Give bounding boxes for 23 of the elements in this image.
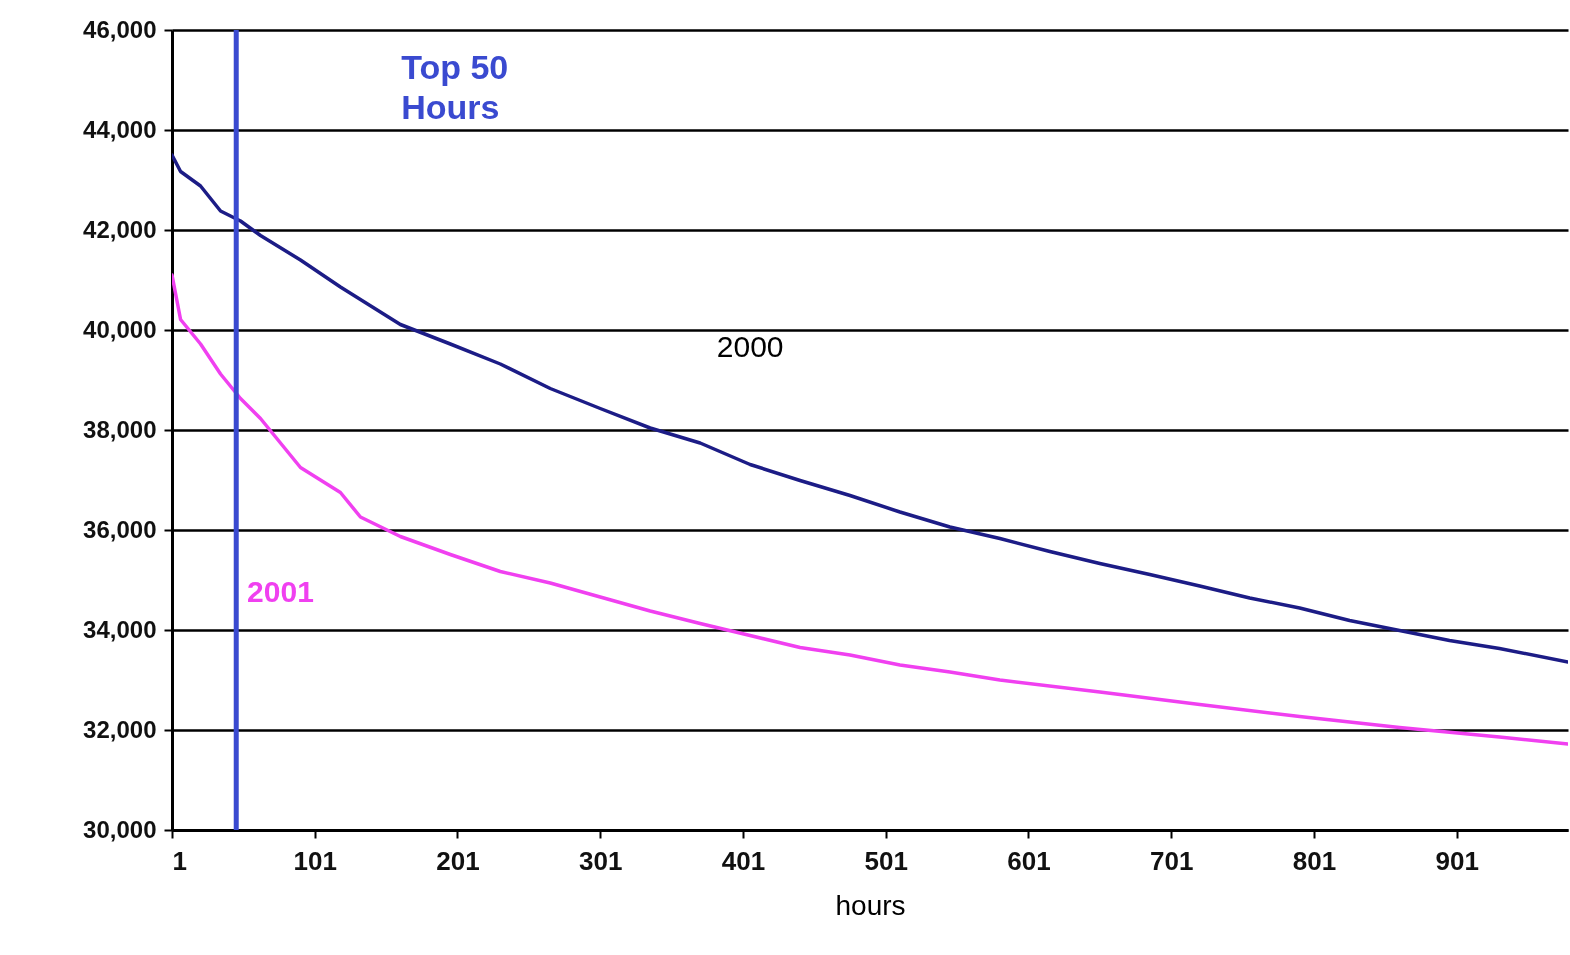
y-tick-label: 40,000: [83, 315, 157, 343]
x-tick-label: 501: [864, 845, 908, 876]
y-tick-label: 42,000: [83, 215, 157, 243]
x-tick-label: 801: [1292, 845, 1337, 876]
y-tick-label: 34,000: [83, 615, 157, 643]
x-tick-label: 301: [579, 845, 623, 876]
text: 2001: [247, 575, 314, 608]
x-tick-label: 101: [293, 845, 337, 876]
ref-line-label: Top 50 Hours: [401, 48, 509, 126]
x-tick-label: 201: [436, 845, 480, 876]
y-tick-label: 36,000: [83, 515, 157, 543]
y-tick-label: 30,000: [83, 815, 157, 843]
x-tick-label: 601: [1007, 845, 1051, 876]
x-tick-label: 701: [1149, 845, 1194, 876]
x-axis-title: hours: [835, 889, 906, 921]
x-tick-label: 401: [721, 845, 766, 876]
x-tick-label: 1: [172, 845, 187, 876]
y-tick-label: 38,000: [83, 415, 157, 443]
y-tick-label: 44,000: [83, 115, 157, 143]
x-tick-label: 901: [1435, 845, 1479, 876]
text: 2000: [716, 330, 784, 363]
y-tick-label: 46,000: [83, 15, 157, 43]
y-tick-label: 32,000: [83, 715, 157, 743]
